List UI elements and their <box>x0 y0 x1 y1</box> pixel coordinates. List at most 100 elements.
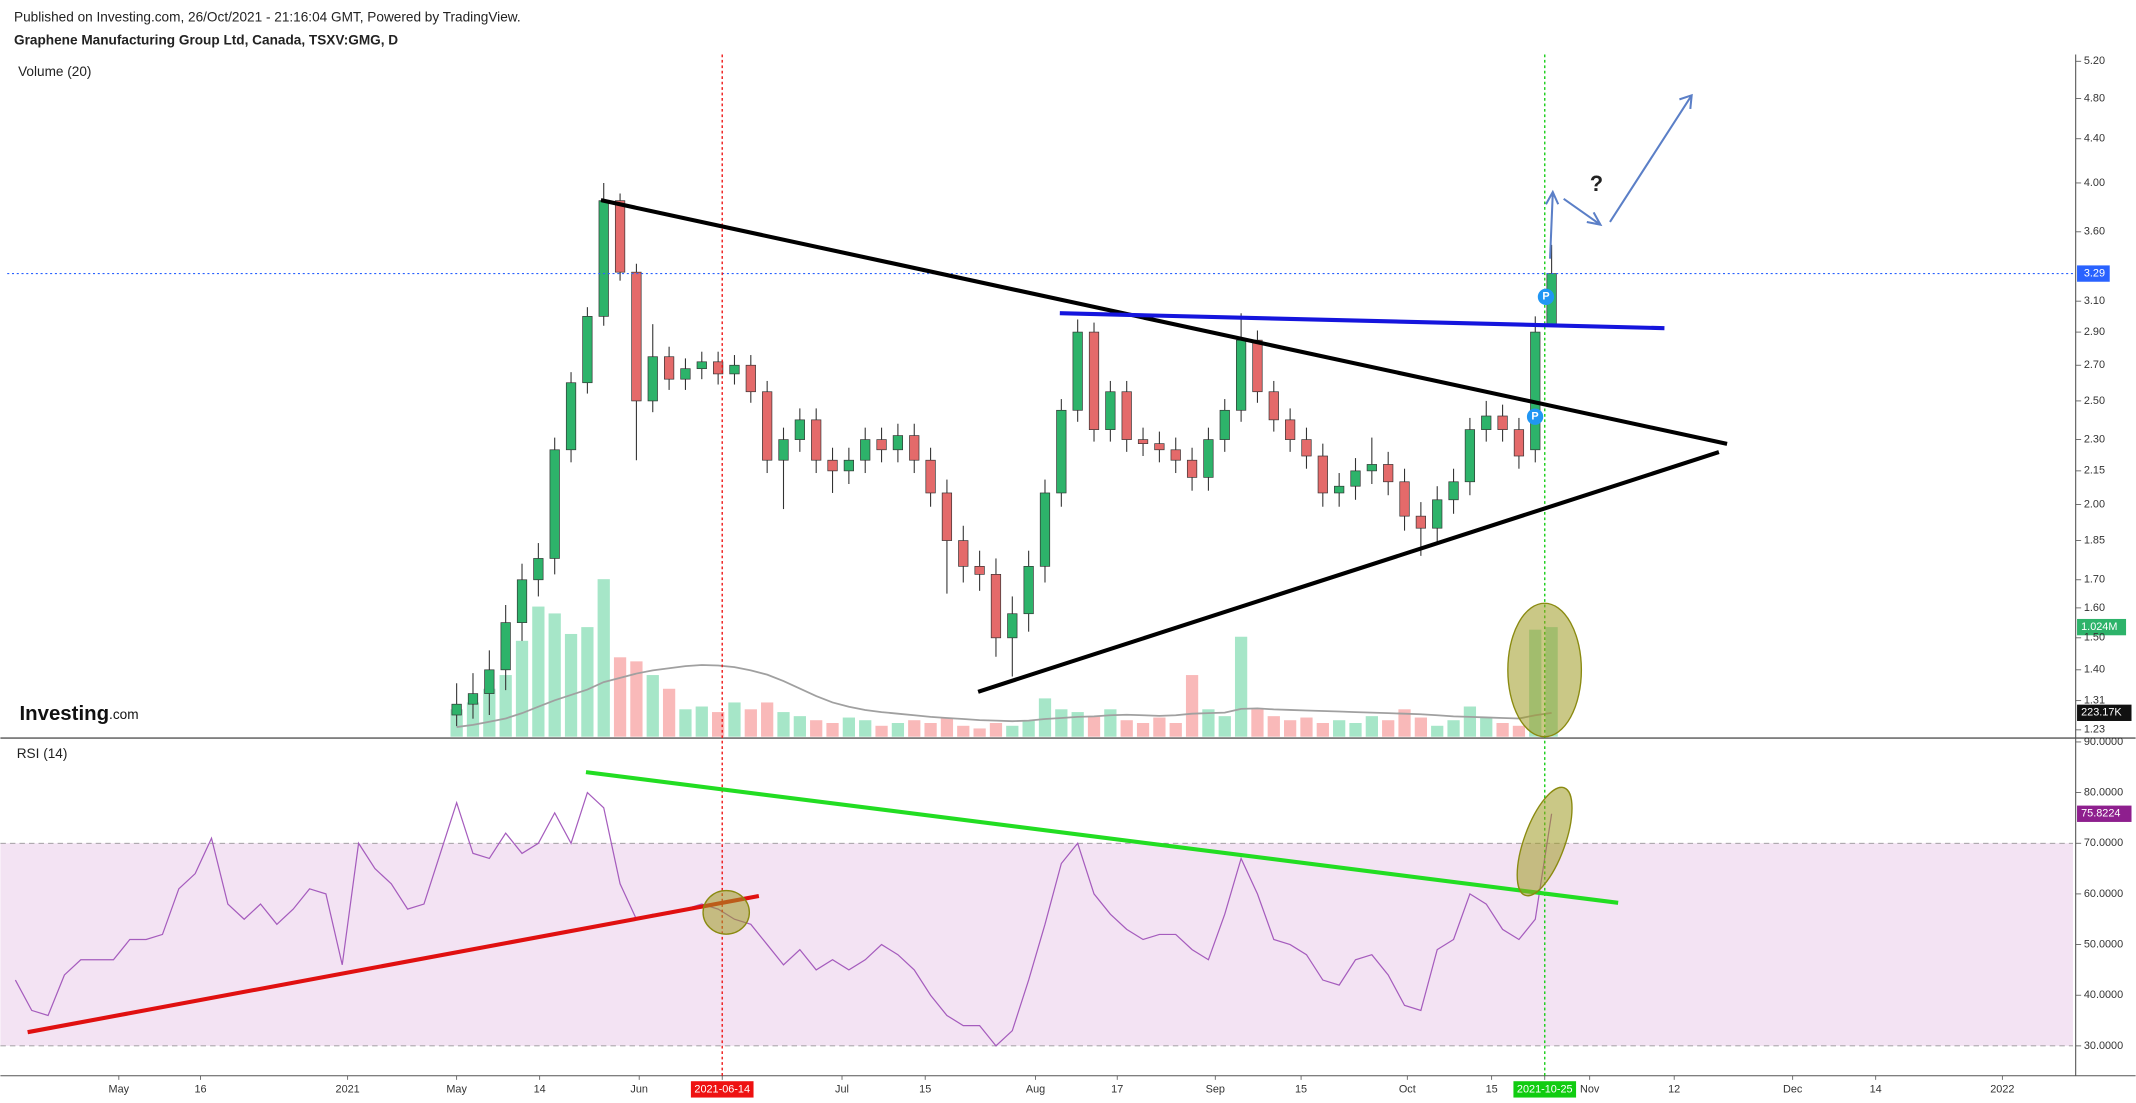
candle-body <box>1186 459 1198 478</box>
candle-body <box>1399 481 1410 517</box>
candle-body <box>941 492 953 541</box>
volume-bar <box>875 725 888 737</box>
y-tick-label: 70.0000 <box>2084 837 2123 849</box>
pane-title: Volume (20) <box>18 64 91 79</box>
candle-body <box>549 449 560 559</box>
y-tick-label: 3.10 <box>2084 295 2105 307</box>
x-tick-label: Jun <box>630 1083 648 1095</box>
volume-bar <box>1136 722 1150 737</box>
candle-body <box>1334 485 1345 494</box>
candle-body <box>451 703 462 716</box>
y-tick-label: 4.80 <box>2084 92 2105 104</box>
candle-body <box>467 693 479 705</box>
x-tick-label: 16 <box>194 1083 206 1095</box>
volume-bar <box>908 720 921 737</box>
volume-bar <box>1300 717 1313 737</box>
y-tick-label: 1.50 <box>2084 632 2105 644</box>
volume-bar <box>1022 720 1035 737</box>
x-tick-label: Sep <box>1206 1083 1225 1095</box>
candle-body <box>729 364 740 375</box>
volume-bar <box>1398 709 1411 737</box>
y-tick-label: 2.15 <box>2084 465 2105 477</box>
volume-bar <box>466 702 480 737</box>
date-box <box>690 1081 754 1098</box>
volume-bar <box>1447 720 1460 737</box>
candle-body <box>631 271 642 402</box>
x-tick-label: 15 <box>919 1083 931 1095</box>
x-tick-label: May <box>446 1083 467 1095</box>
candle-body <box>860 439 871 461</box>
trendline <box>585 770 1619 905</box>
candle-body <box>484 669 495 694</box>
candle-body <box>1203 439 1214 478</box>
x-tick-label: 2021-10-25 <box>1517 1083 1573 1095</box>
x-tick-label: Nov <box>1580 1083 1600 1095</box>
marker-label: P <box>1542 291 1549 303</box>
y-tick-label: 40.0000 <box>2084 989 2123 1001</box>
candle-body <box>990 574 1002 639</box>
y-tick-label: 3.60 <box>2084 226 2105 238</box>
candle-body <box>1464 429 1476 483</box>
volume-bar <box>940 717 954 737</box>
arrow <box>1545 189 1560 259</box>
volume-bar <box>973 728 986 737</box>
volume-bar <box>1284 720 1297 737</box>
candle-body <box>1268 391 1279 421</box>
volume-bar <box>1087 716 1101 737</box>
last-rsi-box <box>2077 805 2132 822</box>
candle-body <box>1350 470 1361 487</box>
volume-bar <box>1055 709 1068 737</box>
y-tick-label: 4.00 <box>2084 177 2105 189</box>
y-tick-label: 50.0000 <box>2084 938 2123 950</box>
y-tick-label: 1.70 <box>2084 574 2105 586</box>
volume-bar <box>1316 722 1329 737</box>
volume-bar <box>826 722 839 737</box>
candle-body <box>1252 339 1263 393</box>
y-tick-label: 1.40 <box>2084 664 2105 676</box>
candle-body <box>794 419 805 440</box>
volume-bar <box>728 702 741 737</box>
candle-body <box>909 435 920 461</box>
volume-bar <box>842 717 856 737</box>
volume-ma <box>456 664 1552 728</box>
date-box <box>1513 1081 1577 1098</box>
volume-bar <box>1185 675 1199 737</box>
candle-body <box>974 565 985 575</box>
x-tick-label: 2021 <box>336 1083 360 1095</box>
candle-body <box>598 200 609 317</box>
x-tick-label: 2021-06-14 <box>694 1083 750 1095</box>
candle-body <box>696 361 707 370</box>
volume-bar <box>1104 709 1117 737</box>
volume-bar <box>777 712 790 737</box>
x-tick-label: 14 <box>1870 1083 1882 1095</box>
chart-title: Graphene Manufacturing Group Ltd, Canada… <box>14 32 398 47</box>
candle-body <box>1023 565 1034 615</box>
y-tick-label: 2.30 <box>2084 433 2105 445</box>
candle-body <box>1285 419 1296 440</box>
candle-body <box>1121 391 1132 440</box>
candle-body <box>516 579 528 623</box>
volume-bar <box>744 709 757 737</box>
candle-body <box>647 356 658 402</box>
volume-bar <box>891 722 905 737</box>
x-tick-label: Jul <box>835 1083 849 1095</box>
volume-bar <box>1038 698 1052 737</box>
x-tick-label: 15 <box>1486 1083 1498 1095</box>
logo-suffix: .com <box>109 707 139 722</box>
y-tick-label: 90.0000 <box>2084 736 2123 748</box>
x-tick-label: 14 <box>534 1083 546 1095</box>
y-tick-label: 30.0000 <box>2084 1040 2123 1052</box>
trendline <box>600 198 1728 446</box>
candle-body <box>1317 455 1328 494</box>
y-tick-label: 1.23 <box>2084 724 2105 736</box>
volume-bar <box>1251 709 1264 737</box>
volume-bar <box>1071 712 1084 737</box>
volume-bar <box>1202 709 1215 737</box>
volume-bar <box>1153 717 1166 737</box>
candle-body <box>1448 481 1459 501</box>
annotation: ? <box>1590 171 1603 196</box>
y-tick-label: 2.50 <box>2084 395 2105 407</box>
volume-bar <box>1333 720 1346 737</box>
